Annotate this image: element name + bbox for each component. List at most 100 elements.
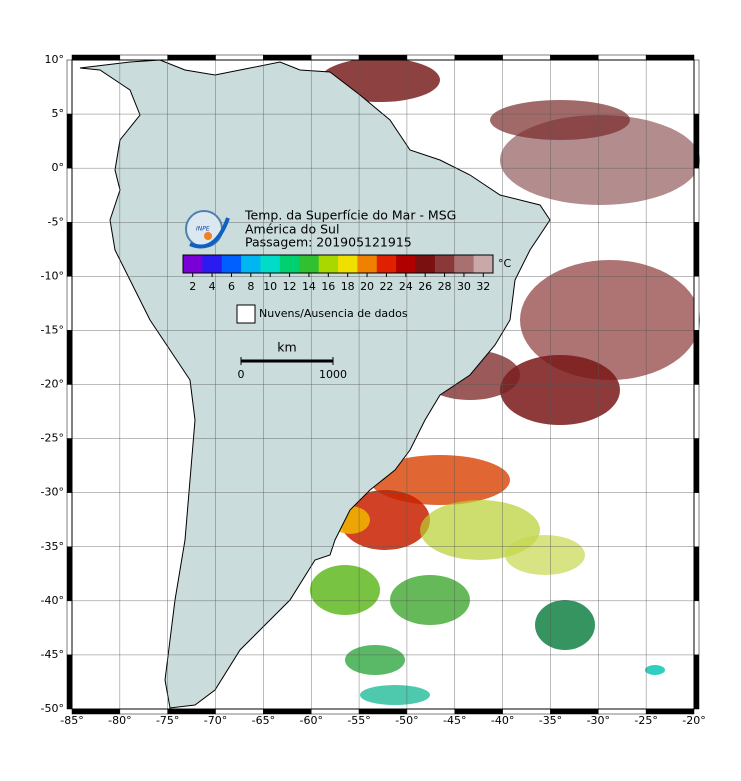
colorbar-tick-label: 24 [399,280,413,293]
x-tick-label: -50° [395,714,418,727]
colorbar-segment [454,255,475,273]
frame-segment [693,276,700,331]
frame-segment [71,54,121,61]
y-tick-label: -50° [41,702,64,715]
colorbar-tick-label: 20 [360,280,374,293]
frame-segment [66,167,73,223]
frame-segment [598,54,647,61]
colorbar-segment [202,255,223,273]
frame-segment [693,438,700,493]
sst-patch [345,645,405,675]
sst-patch [490,100,630,140]
colorbar-segment [260,255,281,273]
frame-segment [215,54,264,61]
y-tick-label: -25° [41,432,64,445]
frame [66,54,700,715]
colorbar-segment [221,255,242,273]
colorbar-tick-label: 16 [321,280,335,293]
colorbar-segment [415,255,436,273]
plot-border [71,59,695,710]
scale-bar-body [241,359,333,363]
x-tick-label: -45° [443,714,466,727]
colorbar-border [182,254,494,274]
scale-tick-label: 1000 [319,368,347,381]
colorbar-segment [434,255,455,273]
colorbar-tick-label: 22 [379,280,393,293]
frame-segment [66,276,73,331]
logo-dot [204,232,212,240]
frame-segment [693,384,700,439]
colorbar-tick-label: 18 [341,280,355,293]
colorbar-tick-label: 8 [247,280,254,293]
frame-segment [693,600,700,656]
y-tick-label: -20° [41,378,64,391]
x-tick-label: -35° [539,714,562,727]
title-line: Passagem: 201905121915 [245,235,412,250]
colorbar-tick-label: 12 [283,280,297,293]
colorbar-tick-label: 30 [457,280,471,293]
colorbar-segment [183,255,203,273]
frame-segment [167,54,216,61]
y-tick-label: 10° [45,53,65,66]
frame-segment [358,54,408,61]
frame-segment [693,492,700,547]
y-tick-label: -15° [41,323,64,336]
scale-unit: km [277,340,296,355]
y-tick-label: -10° [41,269,64,282]
colorbar-tick-label: 4 [209,280,216,293]
sst-patch [645,665,665,675]
frame-segment [406,54,456,61]
frame-segment [66,222,73,277]
frame-segment [693,167,700,223]
frame-segment [693,222,700,277]
colorbar-tick-label: 6 [228,280,235,293]
frame-segment [66,654,73,710]
x-tick-label: -80° [108,714,131,727]
colorbar-tick-label: 2 [189,280,196,293]
frame-segment [693,546,700,602]
x-tick-label: -60° [299,714,322,727]
y-tick-label: -40° [41,594,64,607]
frame-segment [693,113,700,169]
frame-segment [502,54,551,61]
sst-patch [500,355,620,425]
y-tick-label: -30° [41,486,64,499]
colorbar-tick-label: 32 [476,280,490,293]
colorbar-tick-label: 10 [263,280,277,293]
frame-segment [66,330,73,385]
frame-segment [263,54,312,61]
frame-segment [66,600,73,656]
sst-patch [390,575,470,625]
title-line: América do Sul [245,222,339,237]
sst-patch [505,535,585,575]
sst-patch [360,685,430,705]
frame-segment [693,330,700,385]
y-tick-label: -35° [41,540,64,553]
colorbar-segment [357,255,378,273]
sst-patch [420,500,540,560]
y-tick-label: -45° [41,648,64,661]
logo: INPE [185,210,230,249]
scale-bar: 0 1000 [238,357,347,381]
frame-segment [454,54,503,61]
frame-segment [645,54,695,61]
scale-tick-label: 0 [238,368,245,381]
logo-text: INPE [196,226,210,233]
title-line: Temp. da Superfície do Mar - MSG [244,208,456,223]
colorbar-tick-label: 14 [302,280,316,293]
y-tick-label: 0° [52,161,65,174]
colorbar-segment [241,255,261,273]
frame-segment [66,492,73,547]
x-tick-label: -70° [204,714,227,727]
frame-segment [66,113,73,169]
frame-segment [66,59,73,115]
colorbar: 2 4 6 8 10 12 14 16 18 20 22 24 26 28 30 32 [182,254,494,293]
colorbar-segment [279,255,300,273]
x-tick-label: -85° [60,714,83,727]
frame-segment [310,54,360,61]
frame-segment [66,438,73,493]
x-tick-label: -65° [252,714,275,727]
colorbar-segment [299,255,320,273]
x-tick-label: -40° [491,714,514,727]
